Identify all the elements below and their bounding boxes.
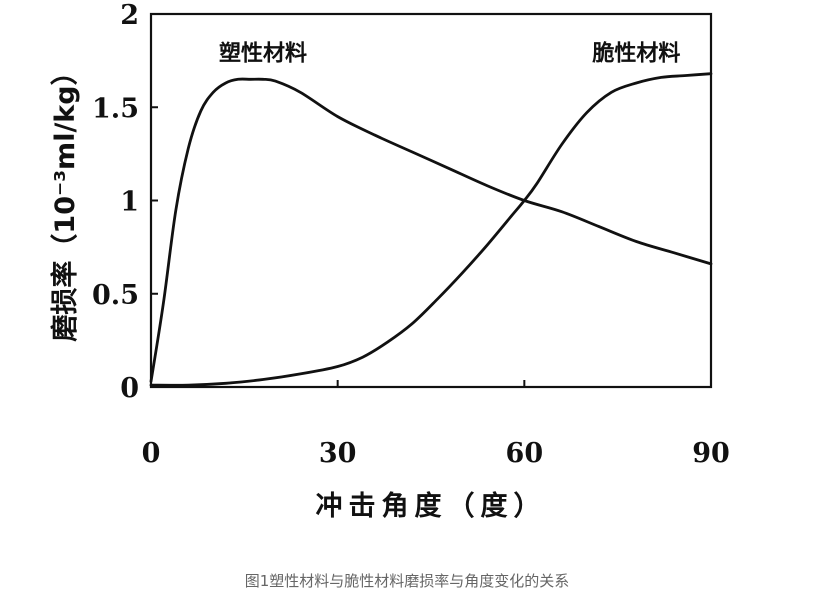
series-line-plastic-material (149, 77, 713, 383)
y-axis-ticks: 0 0.5 1 1.5 2 (92, 0, 158, 404)
y-axis-title: 磨损率（10⁻³ml/kg） (49, 58, 81, 341)
series-labels: 塑性材料 脆性材料 (219, 40, 680, 66)
series-label-brittle-material: 脆性材料 (592, 40, 680, 66)
x-tick-label: 0 (142, 438, 161, 469)
x-tick-label: 30 (319, 438, 357, 469)
y-tick-label: 0.5 (92, 280, 139, 311)
x-tick-label: 90 (692, 438, 730, 469)
y-tick-label: 1.5 (92, 93, 139, 124)
y-tick-label: 2 (120, 0, 139, 31)
x-axis-title: 冲击角度（度） (316, 490, 547, 522)
y-tick-label: 1 (120, 187, 139, 218)
y-tick-label: 0 (120, 373, 139, 404)
series-label-plastic-material: 塑性材料 (219, 41, 307, 66)
plot-frame (149, 12, 713, 389)
figure-caption: 图1塑性材料与脆性材料磨损率与角度变化的关系 (244, 572, 570, 590)
series-line-brittle-material (149, 72, 713, 387)
x-tick-label: 60 (506, 438, 544, 469)
x-axis-ticks: 0 30 60 90 (142, 380, 730, 469)
series-lines (149, 72, 713, 387)
